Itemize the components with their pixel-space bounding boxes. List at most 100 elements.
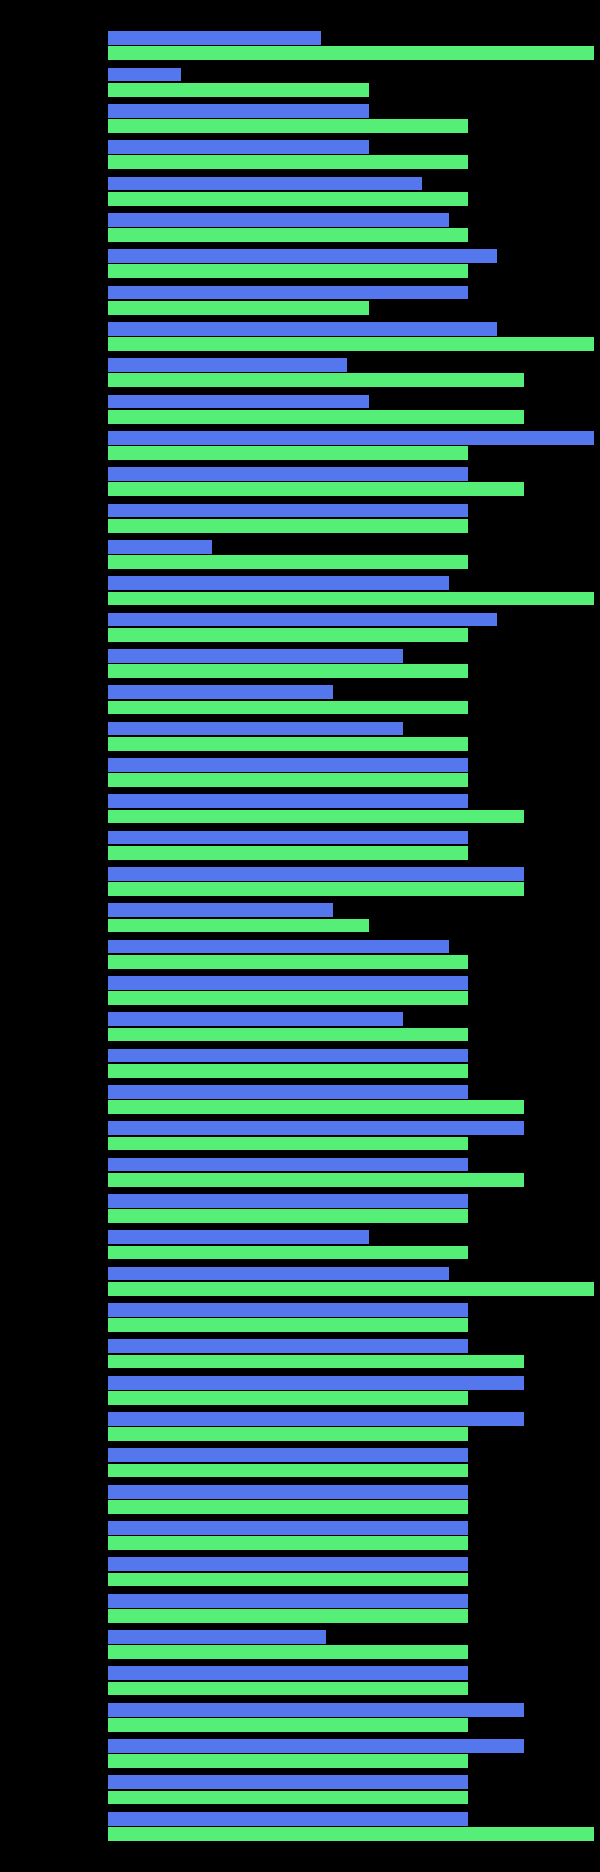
Bar [108, 940, 449, 953]
Bar [108, 322, 497, 335]
Bar [108, 1411, 524, 1426]
Bar [108, 1282, 594, 1295]
Bar [108, 103, 369, 118]
Bar [108, 1376, 524, 1389]
Bar [108, 846, 468, 859]
Bar [108, 155, 468, 168]
Bar [108, 1245, 468, 1260]
Bar [108, 738, 468, 751]
Bar [108, 1739, 524, 1752]
Bar [108, 286, 468, 300]
Bar [108, 1792, 468, 1805]
Bar [108, 882, 524, 897]
Bar [108, 1666, 468, 1681]
Bar [108, 592, 594, 605]
Bar [108, 1391, 468, 1404]
Bar [108, 539, 212, 554]
Bar [108, 191, 468, 206]
Bar [108, 410, 524, 423]
Bar [108, 919, 369, 932]
Bar [108, 446, 468, 461]
Bar [108, 1267, 449, 1280]
Bar [108, 904, 333, 917]
Bar [108, 1704, 524, 1717]
Bar [108, 612, 497, 627]
Bar [108, 519, 468, 534]
Bar [108, 794, 468, 809]
Bar [108, 468, 468, 481]
Bar [108, 374, 524, 388]
Bar [108, 1303, 468, 1316]
Bar [108, 67, 181, 80]
Bar [108, 1464, 468, 1477]
Bar [108, 1338, 468, 1353]
Bar [108, 1101, 524, 1114]
Bar [108, 665, 468, 678]
Bar [108, 1121, 524, 1134]
Bar [108, 1318, 468, 1333]
Bar [108, 1718, 468, 1732]
Bar [108, 1558, 468, 1571]
Bar [108, 1355, 524, 1368]
Bar [108, 685, 333, 698]
Bar [108, 228, 468, 241]
Bar [108, 1631, 326, 1644]
Bar [108, 773, 468, 786]
Bar [108, 47, 594, 60]
Bar [108, 1209, 468, 1222]
Bar [108, 1013, 403, 1026]
Bar [108, 431, 594, 446]
Bar [108, 1136, 468, 1151]
Bar [108, 831, 468, 844]
Bar [108, 1063, 468, 1078]
Bar [108, 700, 468, 715]
Bar [108, 358, 347, 373]
Bar [108, 395, 369, 408]
Bar [108, 1572, 468, 1586]
Bar [108, 483, 524, 496]
Bar [108, 1484, 468, 1498]
Bar [108, 504, 468, 517]
Bar [108, 627, 468, 642]
Bar [108, 1754, 468, 1769]
Bar [108, 264, 468, 279]
Bar [108, 1537, 468, 1550]
Bar [108, 1645, 468, 1659]
Bar [108, 1426, 468, 1441]
Bar [108, 1157, 468, 1172]
Bar [108, 82, 369, 97]
Bar [108, 1174, 524, 1187]
Bar [108, 1522, 468, 1535]
Bar [108, 1086, 468, 1099]
Bar [108, 758, 468, 771]
Bar [108, 556, 468, 569]
Bar [108, 650, 403, 663]
Bar [108, 1449, 468, 1462]
Bar [108, 809, 524, 824]
Bar [108, 975, 468, 990]
Bar [108, 1827, 594, 1840]
Bar [108, 1593, 468, 1608]
Bar [108, 992, 468, 1005]
Bar [108, 955, 468, 968]
Bar [108, 721, 403, 736]
Bar [108, 140, 369, 154]
Bar [108, 213, 449, 227]
Bar [108, 1048, 468, 1063]
Bar [108, 867, 524, 880]
Bar [108, 120, 468, 133]
Bar [108, 337, 594, 350]
Bar [108, 249, 497, 262]
Bar [108, 1775, 468, 1790]
Bar [108, 1610, 468, 1623]
Bar [108, 1499, 468, 1514]
Bar [108, 1230, 369, 1245]
Bar [108, 301, 369, 314]
Bar [108, 1812, 468, 1825]
Bar [108, 1681, 468, 1696]
Bar [108, 1194, 468, 1207]
Bar [108, 577, 449, 590]
Bar [108, 176, 422, 191]
Bar [108, 1028, 468, 1041]
Bar [108, 32, 321, 45]
